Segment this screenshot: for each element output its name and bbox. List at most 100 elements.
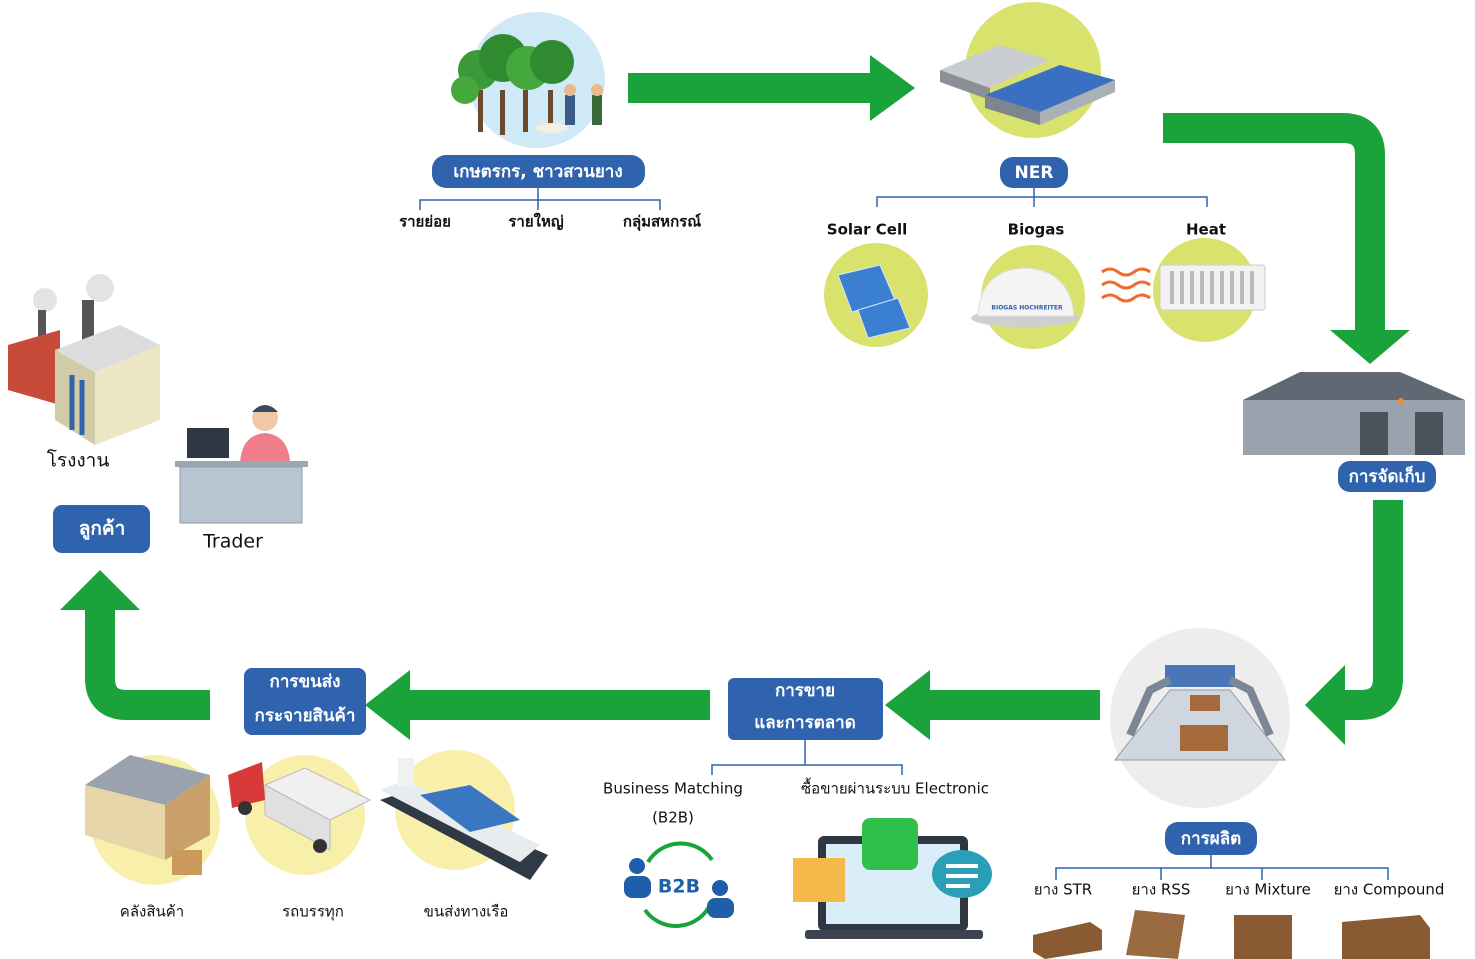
trees-part [592,95,602,125]
trees-part [536,123,568,133]
solar-panels [837,264,911,339]
arrow [1305,665,1345,745]
trees [451,34,603,135]
customer-type: โรงงาน [47,449,110,472]
trees-part [523,90,528,132]
pill [432,155,645,188]
flow-arrows [60,55,1410,745]
truck-icon-part [264,784,331,851]
laptop-icon-part [805,930,983,939]
node-label: การขาย [775,681,835,701]
ship-icon-part [380,792,548,880]
node-label: เกษตรกร, ชาวสวนยาง [453,162,622,182]
branch-label: ยาง STR [1034,881,1092,899]
factory-icon-part [55,350,95,445]
warehouse-part [1243,372,1465,400]
heater-part [1170,271,1254,304]
branch-label: Business Matching [603,780,743,798]
farmers: เกษตรกร, ชาวสวนยาง รายย่อย รายใหญ่ กลุ่ม… [399,12,701,232]
connector [711,740,903,775]
branch-label: กลุ่มสหกรณ์ [623,213,701,232]
b2b-icon-part [707,898,734,918]
warehouse-icon-part [172,850,202,875]
solar-panels-part [857,297,911,339]
production: การผลิต ยาง STR ยาง RSS ยาง Mixture ยาง … [1033,628,1444,959]
b2b-icon-part [643,904,712,928]
connector [1055,855,1389,880]
rubber-blocks-part [1234,915,1292,959]
storage: การจัดเก็บ [1243,372,1465,494]
arrow [60,570,140,610]
trader-icon-part [175,461,308,467]
trees-part [564,84,576,96]
rubber-blocks-part [1033,922,1102,959]
arrow [1330,330,1410,364]
rubber-blocks-part [1126,910,1185,959]
trees-part [548,90,553,130]
pill [53,505,150,553]
trees-part [530,40,574,84]
factory-buildings-part [985,65,1115,112]
icon-label: LINE [876,835,904,848]
factory-icon-part [95,345,160,445]
branch-label: รายย่อย [399,213,451,231]
truck-icon [228,762,372,853]
trees-part [451,76,479,104]
branch-label: ขนส่งทางเรือ [424,903,509,921]
assembly-line-part [1126,676,1274,737]
assembly-line-part [1180,725,1228,751]
warehouse-icon-part [85,785,165,860]
pill [1165,822,1257,855]
heat-waves-part [1101,267,1151,277]
pill [1336,459,1438,494]
ship-icon [380,758,548,880]
factory-icon-part [69,375,85,435]
factory-icon-part [55,325,160,372]
connector [419,188,661,210]
ner: NER Solar Cell Biogas Heat BIOGAS HOCHRE… [824,2,1266,349]
b2b-icon [624,841,734,928]
ship-icon-part [398,758,414,786]
factory-buildings [940,45,1115,125]
b2b-icon-part [712,880,728,896]
warehouse [1243,372,1465,455]
truck-icon-part [238,801,252,815]
warehouse-icon-part [165,775,210,860]
sales: การขาย และการตลาด Business Matching (B2B… [603,678,992,939]
arrow [365,670,710,740]
branch-label: Biogas [1008,221,1065,239]
branch-label: ยาง Mixture [1225,881,1311,899]
warehouse-icon [85,755,210,875]
b2b-icon-part [624,876,651,898]
trees-part [478,90,483,132]
trader-icon-part [187,428,229,458]
node-label: และการตลาด [754,713,856,733]
warehouse-part [1360,412,1388,455]
icon-label: B2B [658,876,700,898]
node-label: การผลิต [1181,829,1241,849]
ship-icon-part [420,785,520,832]
node-label: การขนส่ง [270,672,341,692]
factory-icon-part [8,330,60,405]
node-label: ลูกค้า [79,518,126,541]
pill [1000,157,1068,188]
trees-part [565,95,575,125]
branch-label: Solar Cell [827,221,907,239]
rubber-blocks-part [1342,915,1430,959]
trees-part [500,90,505,135]
arrow [1163,113,1385,332]
arrow [885,670,1100,740]
branch-label: รายใหญ่ [508,213,563,231]
heat-waves-part [1101,280,1151,290]
branch-label: คลังสินค้า [120,903,184,921]
truck-icon-part [313,839,327,853]
factory-buildings-part [1040,80,1115,125]
warehouse-part [1415,412,1443,455]
factory-icon-part [33,288,57,312]
arrow [85,608,210,720]
customer: โรงงาน Trader ลูกค้า [8,274,308,553]
pill [244,668,366,735]
branch-label: Heat [1186,221,1226,239]
warehouse-part [1398,398,1404,404]
